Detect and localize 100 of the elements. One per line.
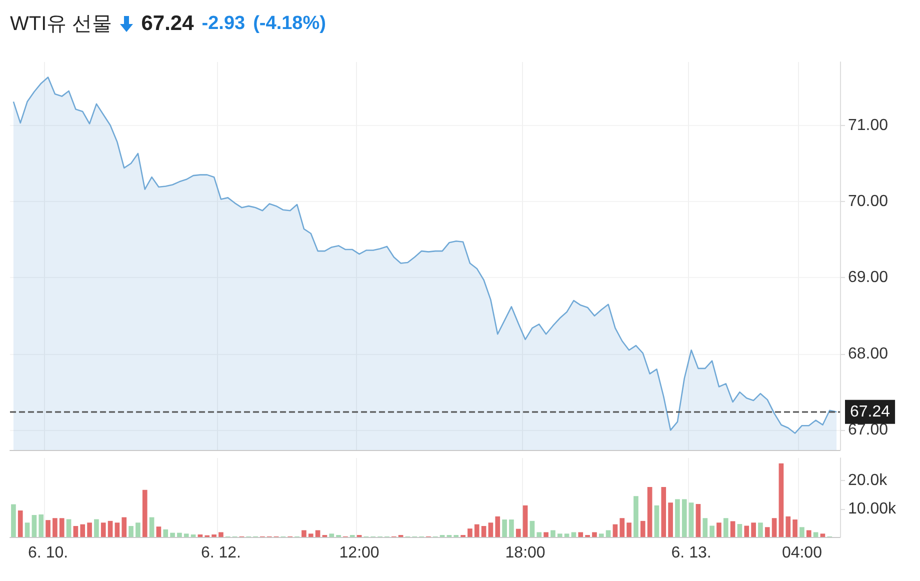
bar [218,532,224,537]
bar [612,524,618,537]
bar [108,520,113,537]
bar [170,532,175,537]
bar [578,532,584,537]
bar [620,518,625,537]
bar [806,530,812,537]
text: -2.93 [202,12,246,34]
bar [544,532,548,537]
bar [66,519,72,537]
bar [647,487,652,537]
bar [764,527,770,537]
bar [702,518,708,537]
bar [778,463,784,537]
bar [212,534,216,537]
bar [80,524,86,537]
bar [758,522,763,537]
bar [744,526,750,537]
bar [18,510,23,537]
bar [730,521,736,537]
y-tick-label: 70.00 [848,192,888,210]
bar [820,534,826,537]
bar [550,530,556,537]
bar [786,516,791,537]
bar [114,522,120,537]
bar [149,517,154,537]
bar [564,534,570,537]
bar [32,514,37,537]
bar [59,518,64,537]
y-tick-label: 69.00 [848,269,888,286]
bar [87,522,92,537]
bar [52,518,58,537]
bar [571,532,576,537]
bar [682,499,687,537]
y-tick-label: 67.00 [848,422,888,439]
bar [142,490,148,537]
bar [11,504,16,537]
bar [184,534,189,537]
bar [468,528,472,537]
bar [46,520,50,537]
bar [530,520,535,537]
bar [592,532,597,537]
bar [654,505,660,537]
text: (-4.18%) [253,12,326,34]
bar [598,534,604,537]
bar [329,534,334,537]
bar [100,522,106,537]
bar [772,518,777,537]
bar [136,522,140,537]
bar [668,502,673,537]
bar [190,534,196,537]
y-tick-label: 68.00 [848,345,888,362]
bar [640,520,646,537]
x-tick-label: 6. 10. [28,544,68,562]
bar [163,529,168,537]
bar [606,530,611,537]
bar [128,526,134,537]
bar [516,528,521,537]
x-tick-label: 18:00 [505,544,546,562]
bar [800,527,804,537]
x-tick-label: 04:00 [782,544,822,562]
y-tick-label: 10.00k [848,500,898,518]
bar [522,505,528,537]
bar [198,534,203,537]
x-tick-label: 12:00 [339,544,380,562]
bar [38,514,44,537]
bar [626,522,632,537]
bar [696,504,701,537]
bar [315,530,320,537]
bar [474,524,480,537]
bar [751,522,756,537]
bar [302,530,306,537]
bar [675,499,680,537]
bar [488,522,494,537]
bar [723,518,728,537]
bar [177,532,182,537]
bar [813,532,818,537]
bar [502,520,507,537]
x-tick-label: 6. 13. [671,544,712,562]
x-tick-label: 6. 12. [200,544,241,562]
bar [73,526,78,537]
bar [94,519,99,537]
bar [557,534,562,537]
bar [481,526,486,537]
bar [509,520,514,537]
bar [495,516,500,537]
bar [792,520,798,537]
bar [688,502,694,537]
y-tick-label: 20.0k [848,472,888,490]
chart-title: WTI유 선물 [10,12,112,37]
bar [156,526,162,537]
bar [536,532,542,537]
bar [716,522,722,537]
text: 67.24 [141,12,194,36]
bar [661,487,666,537]
y-tick-label: 71.00 [848,116,888,134]
ref-line-label: 67.24 [850,403,890,420]
bar [122,517,127,537]
bar [737,524,742,537]
bar [308,534,314,537]
